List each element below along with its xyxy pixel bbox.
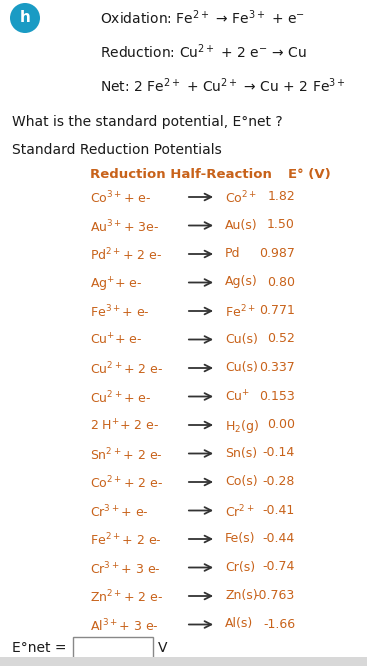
Text: -0.44: -0.44 [263,532,295,545]
Text: Cr$^{2+}$: Cr$^{2+}$ [225,503,255,520]
Text: Al$^{3+}$+ 3 e-: Al$^{3+}$+ 3 e- [90,617,159,634]
Text: Cu$^{2+}$+ e-: Cu$^{2+}$+ e- [90,390,152,406]
Text: Zn(s): Zn(s) [225,589,258,602]
Text: -0.74: -0.74 [263,561,295,573]
Text: Pd: Pd [225,247,240,260]
Text: 0.153: 0.153 [259,390,295,402]
Text: -1.66: -1.66 [263,617,295,631]
Text: -0.28: -0.28 [263,475,295,488]
Text: Cr$^{3+}$+ 3 e-: Cr$^{3+}$+ 3 e- [90,561,161,577]
Text: E° (V): E° (V) [288,168,331,181]
Text: Net: 2 Fe$^{2+}$ + Cu$^{2+}$ → Cu + 2 Fe$^{3+}$: Net: 2 Fe$^{2+}$ + Cu$^{2+}$ → Cu + 2 Fe… [100,76,346,95]
Text: Zn$^{2+}$+ 2 e-: Zn$^{2+}$+ 2 e- [90,589,163,605]
FancyBboxPatch shape [73,637,153,659]
Text: 0.52: 0.52 [267,332,295,346]
Text: Au$^{3+}$+ 3e-: Au$^{3+}$+ 3e- [90,218,159,235]
Text: -0.14: -0.14 [263,446,295,460]
Text: Oxidation: Fe$^{2+}$ → Fe$^{3+}$ + e$^{-}$: Oxidation: Fe$^{2+}$ → Fe$^{3+}$ + e$^{-… [100,8,305,27]
Text: What is the standard potential, E°net ?: What is the standard potential, E°net ? [12,115,283,129]
Text: 1.82: 1.82 [267,190,295,203]
Text: Co$^{2+}$: Co$^{2+}$ [225,190,257,206]
Text: Fe$^{3+}$+ e-: Fe$^{3+}$+ e- [90,304,150,320]
Text: Cu$^{+}$: Cu$^{+}$ [225,390,250,405]
Text: Co$^{2+}$+ 2 e-: Co$^{2+}$+ 2 e- [90,475,163,492]
Text: Sn(s): Sn(s) [225,446,257,460]
Text: Standard Reduction Potentials: Standard Reduction Potentials [12,143,222,157]
Text: Cu$^{+}$+ e-: Cu$^{+}$+ e- [90,332,142,348]
Text: Au(s): Au(s) [225,218,258,232]
Text: 0.80: 0.80 [267,276,295,288]
Text: 0.987: 0.987 [259,247,295,260]
Text: Pd$^{2+}$+ 2 e-: Pd$^{2+}$+ 2 e- [90,247,162,264]
Text: Sn$^{2+}$+ 2 e-: Sn$^{2+}$+ 2 e- [90,446,163,463]
Text: Cu(s): Cu(s) [225,332,258,346]
Text: E°net =: E°net = [12,641,66,655]
Text: 2 H$^{+}$+ 2 e-: 2 H$^{+}$+ 2 e- [90,418,159,434]
Text: Cu$^{2+}$+ 2 e-: Cu$^{2+}$+ 2 e- [90,361,163,378]
Text: Reduction: Cu$^{2+}$ + 2 e$^{-}$ → Cu: Reduction: Cu$^{2+}$ + 2 e$^{-}$ → Cu [100,42,307,61]
Text: 0.337: 0.337 [259,361,295,374]
Text: Fe$^{2+}$: Fe$^{2+}$ [225,304,256,320]
Text: Cr$^{3+}$+ e-: Cr$^{3+}$+ e- [90,503,149,520]
Text: 1.50: 1.50 [267,218,295,232]
Text: Ag$^{+}$+ e-: Ag$^{+}$+ e- [90,276,142,294]
Text: 0.771: 0.771 [259,304,295,317]
Text: Al(s): Al(s) [225,617,253,631]
Text: H$_2$(g): H$_2$(g) [225,418,259,435]
Text: V: V [158,641,167,655]
Text: 0.00: 0.00 [267,418,295,431]
Text: -0.41: -0.41 [263,503,295,517]
Text: Co(s): Co(s) [225,475,258,488]
Text: Fe(s): Fe(s) [225,532,255,545]
Text: Cr(s): Cr(s) [225,561,255,573]
Text: Co$^{3+}$+ e-: Co$^{3+}$+ e- [90,190,151,206]
Text: Reduction Half-Reaction: Reduction Half-Reaction [90,168,272,181]
Circle shape [10,3,40,33]
Text: h: h [19,11,30,25]
Text: -0.763: -0.763 [255,589,295,602]
Text: Ag(s): Ag(s) [225,276,258,288]
Text: Cu(s): Cu(s) [225,361,258,374]
Text: Fe$^{2+}$+ 2 e-: Fe$^{2+}$+ 2 e- [90,532,161,549]
FancyBboxPatch shape [0,657,367,666]
